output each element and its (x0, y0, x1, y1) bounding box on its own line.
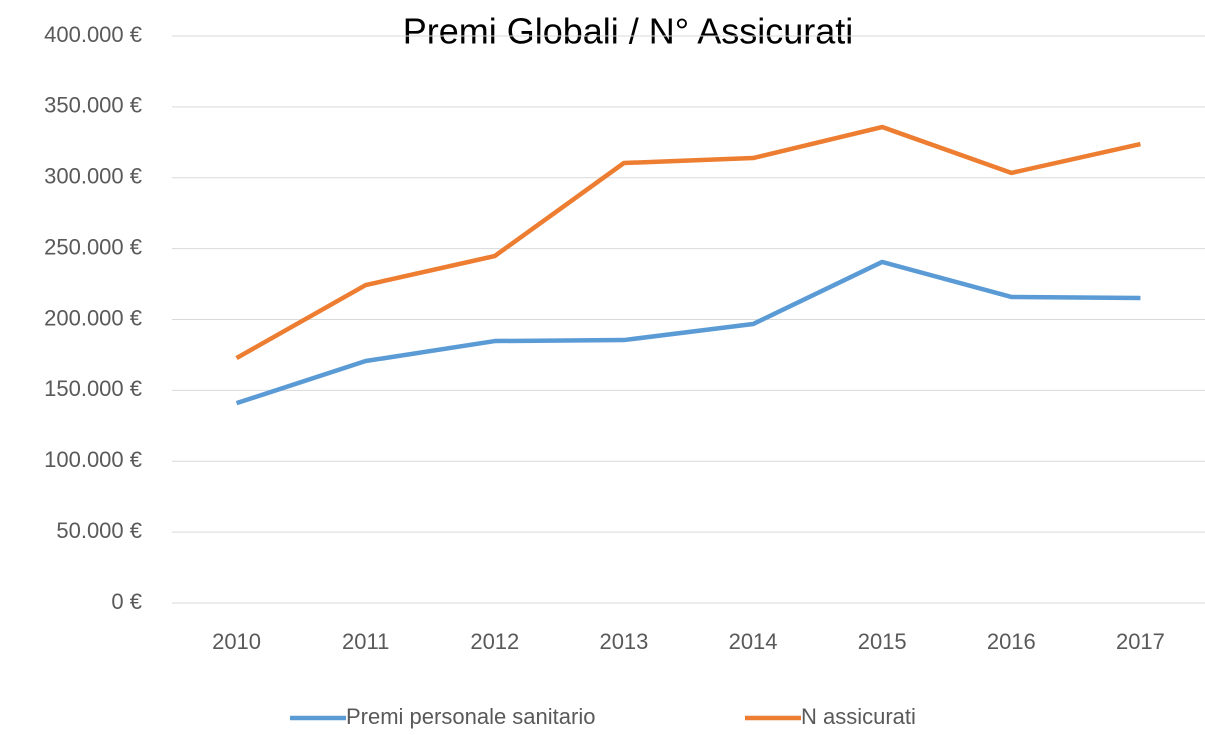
y-tick-label: 350.000 € (44, 93, 142, 118)
x-tick-label: 2012 (470, 629, 519, 654)
x-tick-label: 2013 (599, 629, 648, 654)
y-tick-label: 250.000 € (44, 234, 142, 259)
x-tick-label: 2016 (987, 629, 1036, 654)
legend-label: Premi personale sanitario (346, 704, 595, 729)
y-tick-label: 300.000 € (44, 164, 142, 189)
chart-title: Premi Globali / N° Assicurati (403, 11, 854, 52)
grid (172, 35, 1205, 604)
y-tick-label: 0 € (111, 589, 142, 614)
y-tick-label: 400.000 € (44, 22, 142, 47)
x-tick-label: 2017 (1116, 629, 1165, 654)
y-tick-label: 50.000 € (56, 518, 142, 543)
legend-label: N assicurati (801, 704, 916, 729)
x-tick-label: 2010 (212, 629, 261, 654)
line-series (235, 259, 1141, 406)
x-tick-label: 2014 (729, 629, 778, 654)
line-series (235, 124, 1141, 361)
x-tick-label: 2011 (342, 629, 389, 654)
y-tick-label: 200.000 € (44, 305, 142, 330)
x-tick-label: 2015 (858, 629, 907, 654)
y-tick-label: 100.000 € (44, 447, 142, 472)
y-tick-label: 150.000 € (44, 376, 142, 401)
